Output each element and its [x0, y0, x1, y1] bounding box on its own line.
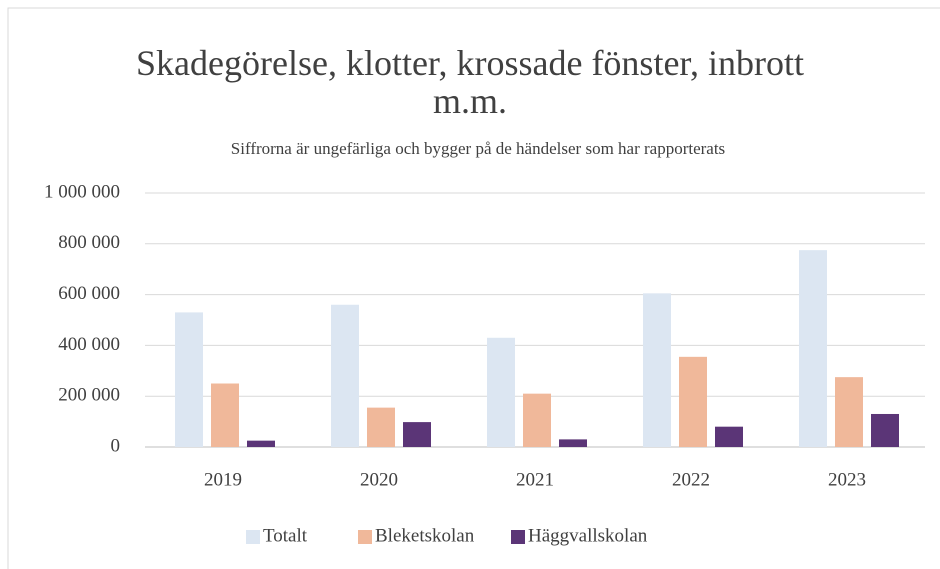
- y-tick-label: 600 000: [58, 283, 120, 304]
- bar: [523, 393, 551, 447]
- y-tick-label: 200 000: [58, 385, 120, 406]
- y-tick-label: 800 000: [58, 232, 120, 253]
- legend-label: Totalt: [263, 525, 308, 546]
- legend-swatch: [246, 530, 260, 544]
- y-tick-label: 0: [111, 435, 121, 456]
- chart-subtitle: Siffrorna är ungefärliga och bygger på d…: [231, 139, 725, 158]
- bar: [331, 304, 359, 447]
- bar: [367, 407, 395, 447]
- bar: [643, 293, 671, 447]
- bar: [247, 440, 275, 447]
- bar: [487, 337, 515, 447]
- x-tick-label: 2020: [360, 469, 398, 490]
- legend-swatch: [358, 530, 372, 544]
- bar: [799, 250, 827, 447]
- bar: [211, 383, 239, 447]
- bar: [559, 439, 587, 447]
- frame-border: [7, 7, 940, 569]
- x-tick-label: 2021: [516, 469, 554, 490]
- x-tick-label: 2023: [828, 469, 866, 490]
- y-tick-label: 1 000 000: [44, 181, 120, 202]
- bar: [835, 377, 863, 447]
- legend-label: Häggvallskolan: [528, 525, 648, 546]
- x-tick-label: 2019: [204, 469, 242, 490]
- bar: [871, 413, 899, 447]
- x-tick-label: 2022: [672, 469, 710, 490]
- legend-swatch: [511, 530, 525, 544]
- bar: [403, 422, 431, 447]
- bar: [679, 356, 707, 447]
- bar: [715, 426, 743, 447]
- chart-title: Skadegörelse, klotter, krossade fönster,…: [136, 43, 804, 121]
- legend-label: Bleketskolan: [375, 525, 475, 546]
- y-tick-label: 400 000: [58, 334, 120, 355]
- bar: [175, 312, 203, 447]
